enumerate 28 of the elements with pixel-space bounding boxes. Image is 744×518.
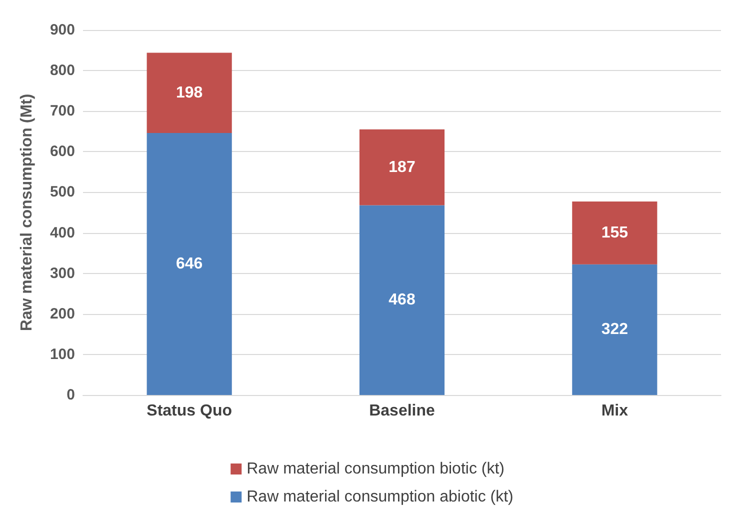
bar: [146, 133, 232, 395]
x-tick-label: Status Quo: [146, 402, 232, 420]
bar: [146, 52, 232, 134]
bar: [572, 264, 658, 395]
y-tick-label: 300: [50, 264, 75, 282]
x-tick-label: Baseline: [369, 402, 436, 420]
data-label: 187: [388, 158, 416, 176]
legend-label: Raw material consumption abiotic (kt): [246, 488, 514, 506]
legend-label: Raw material consumption biotic (kt): [246, 460, 504, 478]
y-tick-label: 700: [50, 102, 75, 120]
bar: [359, 129, 445, 206]
y-tick-label: 0: [66, 386, 75, 404]
y-tick-label: 200: [50, 305, 75, 322]
bar: [572, 202, 658, 264]
y-tick-label: 900: [50, 22, 75, 38]
bar: [359, 205, 445, 395]
y-tick-label: 500: [50, 184, 75, 201]
data-label: 322: [601, 321, 628, 338]
y-tick-label: 800: [50, 62, 75, 80]
x-tick-label: Mix: [601, 402, 628, 420]
y-tick-label: 100: [50, 346, 75, 363]
y-tick-label: 400: [50, 224, 75, 242]
y-axis-title: Raw material consumption (Mt): [18, 94, 36, 332]
data-label: 198: [176, 84, 203, 102]
data-label: 468: [388, 292, 416, 309]
data-label: 646: [176, 256, 203, 273]
y-tick-label: 600: [50, 143, 75, 160]
data-label: 155: [601, 224, 628, 242]
